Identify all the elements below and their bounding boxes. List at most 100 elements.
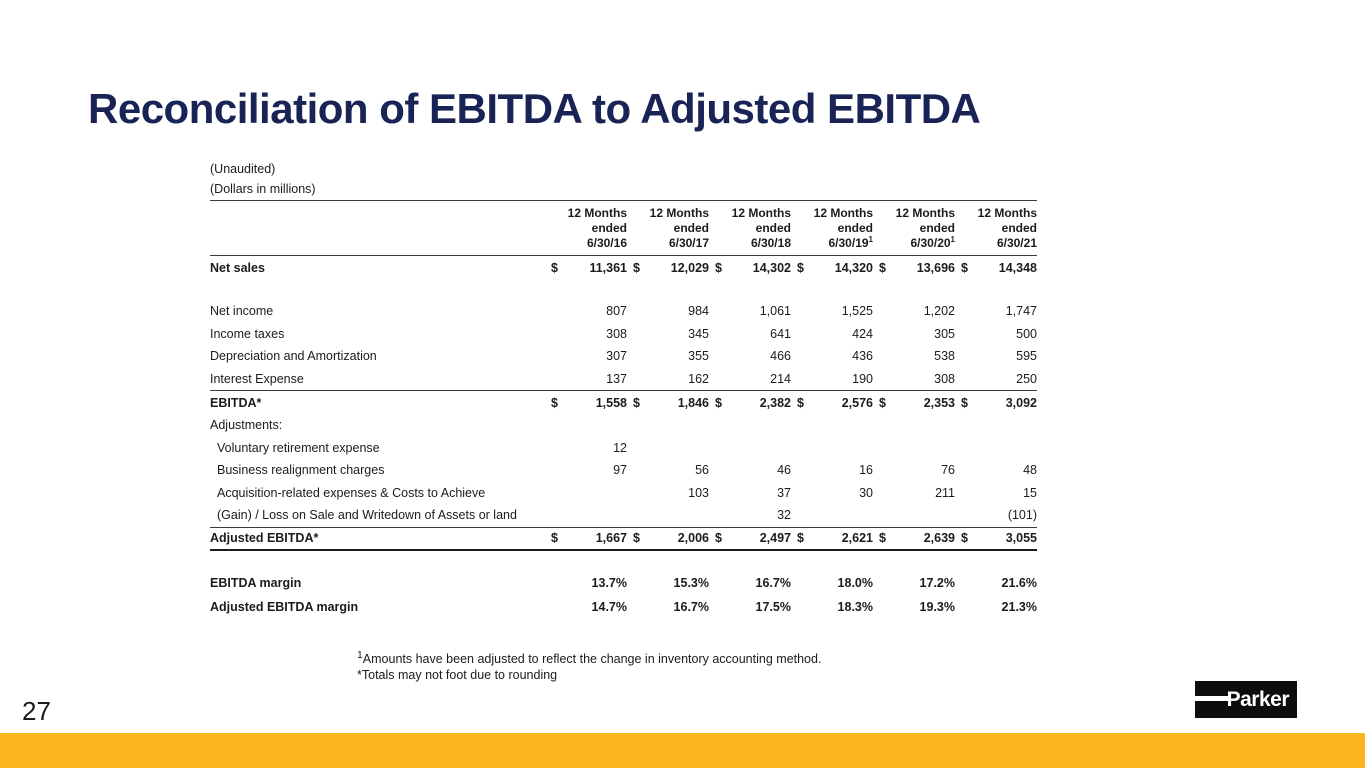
row-label: Adjustments: bbox=[210, 418, 283, 433]
column-header: 12 Months ended 6/30/21 bbox=[977, 206, 1037, 250]
value-cell: 21.6% bbox=[955, 576, 1037, 590]
value-cell: 16 bbox=[791, 463, 873, 477]
value-cell: $2,353 bbox=[873, 396, 955, 410]
row-label: Adjusted EBITDA margin bbox=[210, 599, 359, 614]
accent-bottom-bar bbox=[0, 733, 1365, 768]
cell-value: 137 bbox=[606, 371, 627, 386]
cell-value: 345 bbox=[688, 326, 709, 341]
value-cell: 424 bbox=[791, 327, 873, 341]
value-cell: 18.3% bbox=[791, 600, 873, 614]
cell-value: 1,525 bbox=[841, 304, 873, 319]
cell-value: 76 bbox=[941, 463, 955, 478]
value-cell: $2,621 bbox=[791, 531, 873, 545]
row-label: Business realignment charges bbox=[217, 463, 385, 478]
page-title: Reconciliation of EBITDA to Adjusted EBI… bbox=[88, 85, 981, 132]
value-cell: 500 bbox=[955, 327, 1037, 341]
row-label: Depreciation and Amortization bbox=[210, 349, 377, 364]
value-cell: 37 bbox=[709, 486, 791, 500]
value-cell: 211 bbox=[873, 486, 955, 500]
value-cell: 308 bbox=[873, 372, 955, 386]
cell-value: 46 bbox=[777, 463, 791, 478]
cell-value: 56 bbox=[695, 463, 709, 478]
dollar-sign: $ bbox=[879, 261, 886, 275]
cell-value: 15 bbox=[1023, 485, 1037, 500]
cell-value: 14,348 bbox=[998, 261, 1037, 275]
cell-value: 18.0% bbox=[837, 575, 873, 590]
cell-value: 424 bbox=[852, 326, 873, 341]
value-cell: 355 bbox=[627, 349, 709, 363]
cell-value: 14,320 bbox=[834, 261, 873, 275]
value-cell: $2,639 bbox=[873, 531, 955, 545]
value-cell: 13.7% bbox=[545, 576, 627, 590]
parker-logo-bar bbox=[1195, 696, 1229, 701]
value-cell: $12,029 bbox=[627, 261, 709, 275]
row-spacer bbox=[210, 280, 1037, 300]
value-cell: 32 bbox=[709, 508, 791, 522]
value-cell: 641 bbox=[709, 327, 791, 341]
cell-value: 595 bbox=[1016, 349, 1037, 364]
cell-value: 16.7% bbox=[673, 599, 709, 614]
unaudited-label: (Unaudited) bbox=[210, 162, 276, 176]
value-cell: $13,696 bbox=[873, 261, 955, 275]
value-cell: $14,302 bbox=[709, 261, 791, 275]
dollar-sign: $ bbox=[797, 261, 804, 275]
row-label: EBITDA* bbox=[210, 395, 262, 410]
cell-value: 37 bbox=[777, 485, 791, 500]
row-label: Voluntary retirement expense bbox=[217, 440, 380, 455]
cell-value: 16.7% bbox=[755, 575, 791, 590]
parker-logo: Parker bbox=[1195, 681, 1297, 718]
value-cell: 21.3% bbox=[955, 600, 1037, 614]
cell-value: 2,497 bbox=[759, 531, 791, 545]
value-cell: 16.7% bbox=[627, 600, 709, 614]
cell-value: 15.3% bbox=[673, 575, 709, 590]
value-cell: 46 bbox=[709, 463, 791, 477]
cell-value: 984 bbox=[688, 304, 709, 319]
cell-value: 21.3% bbox=[1001, 599, 1037, 614]
page-number: 27 bbox=[22, 696, 51, 726]
cell-value: 500 bbox=[1016, 326, 1037, 341]
cell-value: (101) bbox=[1007, 508, 1037, 523]
cell-value: 162 bbox=[688, 371, 709, 386]
cell-value: 2,576 bbox=[841, 395, 873, 410]
table-row: EBITDA* $1,558 $1,846 $2,382 $2,576 $2,353 $3,… bbox=[210, 390, 1037, 414]
cell-value: 2,353 bbox=[923, 395, 955, 410]
value-cell: 17.5% bbox=[709, 600, 791, 614]
cell-value: 14.7% bbox=[591, 599, 627, 614]
dollar-sign: $ bbox=[633, 531, 640, 545]
cell-value: 1,061 bbox=[759, 304, 791, 319]
value-cell: 305 bbox=[873, 327, 955, 341]
row-label: Adjusted EBITDA* bbox=[210, 531, 319, 545]
cell-value: 538 bbox=[934, 349, 955, 364]
column-header: 12 Months ended 6/30/18 bbox=[731, 206, 791, 250]
cell-value: 214 bbox=[770, 371, 791, 386]
dollar-sign: $ bbox=[551, 531, 558, 545]
dollar-sign: $ bbox=[961, 531, 968, 545]
footnote-inventory-method: 1Amounts have been adjusted to reflect t… bbox=[357, 648, 821, 667]
cell-value: 466 bbox=[770, 349, 791, 364]
row-label: Income taxes bbox=[210, 326, 285, 341]
value-cell: 162 bbox=[627, 372, 709, 386]
dollar-sign: $ bbox=[715, 261, 722, 275]
cell-value: 1,667 bbox=[595, 531, 627, 545]
dollar-sign: $ bbox=[797, 531, 804, 545]
cell-value: 17.2% bbox=[919, 575, 955, 590]
dollar-sign: $ bbox=[633, 261, 640, 275]
row-label: (Gain) / Loss on Sale and Writedown of A… bbox=[217, 508, 517, 523]
cell-value: 48 bbox=[1023, 463, 1037, 478]
dollar-sign: $ bbox=[879, 395, 886, 410]
row-label: Net sales bbox=[210, 261, 265, 275]
cell-value: 32 bbox=[777, 508, 791, 523]
value-cell: $2,497 bbox=[709, 531, 791, 545]
value-cell: 19.3% bbox=[873, 600, 955, 614]
cell-value: 308 bbox=[606, 326, 627, 341]
row-label: Interest Expense bbox=[210, 371, 304, 386]
cell-value: 1,747 bbox=[1005, 304, 1037, 319]
row-spacer bbox=[210, 551, 1037, 571]
value-cell: 984 bbox=[627, 304, 709, 318]
cell-value: 16 bbox=[859, 463, 873, 478]
value-cell: $14,320 bbox=[791, 261, 873, 275]
value-cell: 18.0% bbox=[791, 576, 873, 590]
cell-value: 21.6% bbox=[1001, 575, 1037, 590]
value-cell: 17.2% bbox=[873, 576, 955, 590]
value-cell: 12 bbox=[545, 441, 627, 455]
